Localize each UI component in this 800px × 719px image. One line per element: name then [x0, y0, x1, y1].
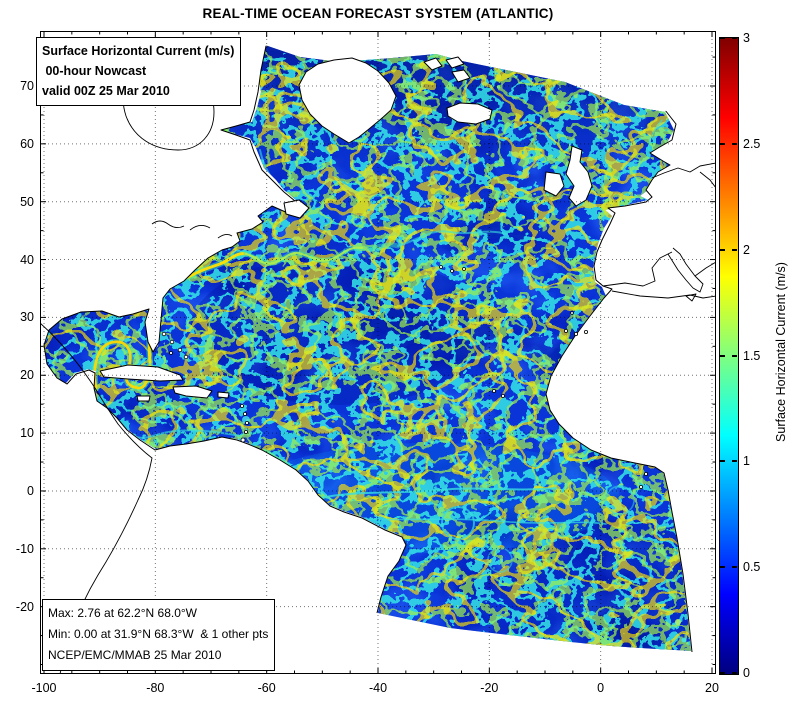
adriatic-line	[694, 262, 715, 277]
colorbar-tick-mark	[732, 142, 737, 145]
colorbar-tick-label: 1	[743, 454, 750, 469]
mediterranean-south-coast	[611, 290, 715, 299]
x-tick-label: -40	[368, 681, 388, 695]
forecast-info-box: Surface Horizontal Current (m/s) 00-hour…	[36, 37, 242, 106]
map-island-svalbard-2	[445, 56, 465, 69]
y-tick-label: 30	[20, 310, 34, 325]
x-tick-label: -60	[257, 681, 276, 695]
map-island-greenland	[298, 57, 397, 144]
colorbar-tick-mark	[720, 248, 725, 251]
x-tick-label: -20	[480, 681, 499, 695]
islands-layer	[99, 56, 649, 489]
baltic-coast-lines	[651, 162, 715, 188]
y-tick-label: 10	[20, 426, 34, 441]
y-tick-label: -20	[15, 599, 34, 614]
mediterranean-north-coast	[602, 251, 673, 287]
x-tick-label: 0	[597, 681, 605, 695]
map-islands-bahamas	[161, 331, 189, 360]
y-tick-label: 70	[20, 79, 34, 93]
x-tick-label: -80	[146, 681, 165, 695]
stats-box: Max: 2.76 at 62.2°N 68.0°W Min: 0.00 at …	[42, 599, 276, 671]
map-island-newfoundland	[283, 199, 310, 219]
x-tick-label: 20	[705, 681, 719, 695]
equatorial-eddy	[441, 506, 475, 540]
map-island-cuba	[99, 364, 184, 382]
map-islands-atlantic-small	[439, 265, 649, 489]
map-coastline-europe-africa	[545, 109, 693, 653]
north-atlantic-current	[397, 230, 507, 247]
info-variable-line: Surface Horizontal Current (m/s)	[42, 44, 235, 58]
map-islands-lesser-antilles	[239, 403, 249, 443]
y-tick-label: 50	[20, 194, 34, 209]
map-island-hispaniola	[172, 385, 213, 399]
colorbar-tick-mark	[732, 37, 737, 39]
domain-bottom-cover	[374, 616, 715, 673]
map-coastline-americas	[43, 45, 407, 614]
ocean-current-map	[41, 32, 715, 673]
map-island-great-britain	[565, 145, 593, 207]
colorbar	[719, 37, 739, 675]
colorbar-tick-mark	[732, 672, 737, 674]
y-tick-label: 20	[20, 368, 34, 383]
colorbar-tick-mark	[720, 354, 725, 357]
colorbar-tick-mark	[720, 37, 725, 39]
map-island-jamaica	[136, 395, 151, 402]
inland-coast-lines	[41, 57, 715, 673]
colorbar-tick-label: 1.5	[743, 348, 761, 363]
guinea-eddy	[605, 485, 635, 515]
equatorial-jet-2	[341, 517, 607, 525]
map-island-puerto-rico	[217, 391, 230, 399]
benguela-hotspot-2	[681, 637, 687, 643]
italy-outline	[667, 247, 704, 293]
colorbar-tick-mark	[720, 142, 725, 145]
caribbean-current	[127, 429, 241, 439]
colorbar-tick-mark	[732, 460, 737, 463]
great-lakes-lines	[151, 220, 233, 239]
norwegian-coastal-current	[648, 119, 663, 156]
y-tick-label: 0	[27, 483, 34, 498]
colorbar-tick-mark	[720, 566, 725, 569]
y-tick-label: -10	[15, 541, 34, 556]
plot-area	[40, 31, 716, 674]
map-land-europe-africa	[546, 110, 715, 658]
x-tick-label: -100	[31, 681, 57, 695]
colorbar-axis-label: Surface Horizontal Current (m/s)	[774, 262, 788, 442]
pacific-coast-line	[41, 323, 153, 673]
colorbar-tick-label: 0	[743, 666, 750, 680]
colorbar-tick-label: 3	[743, 31, 750, 45]
colorbar-tick-mark	[732, 566, 737, 569]
stats-max-line: Max: 2.76 at 62.2°N 68.0°W	[48, 606, 198, 620]
benguela-hotspot-1	[675, 619, 681, 625]
colorbar-tick-label: 2.5	[743, 136, 761, 151]
map-island-svalbard-1	[423, 57, 443, 71]
map-island-svalbard-3	[451, 69, 471, 83]
south-eddy	[487, 547, 513, 573]
y-tick-label: 60	[20, 136, 34, 151]
gulf-stream-extension	[244, 246, 364, 265]
stats-min-line: Min: 0.00 at 31.9°N 68.3°W & 1 other pts	[48, 627, 269, 641]
map-island-iceland	[446, 102, 493, 125]
map-island-ireland	[543, 171, 565, 197]
colorbar-tick-mark	[720, 672, 725, 674]
stats-credit-line: NCEP/EMC/MMAB 25 Mar 2010	[48, 648, 222, 662]
y-tick-label: 40	[20, 252, 34, 267]
colorbar-tick-mark	[720, 460, 725, 463]
colorbar-tick-mark	[732, 248, 737, 251]
colorbar-tick-mark	[732, 354, 737, 357]
colorbar-tick-label: 0.5	[743, 560, 761, 575]
colorbar-tick-label: 2	[743, 242, 750, 257]
figure-title: REAL-TIME OCEAN FORECAST SYSTEM (ATLANTI…	[202, 6, 554, 21]
equatorial-jet-1	[319, 487, 557, 499]
info-valid-time-line: valid 00Z 25 Mar 2010	[42, 84, 170, 98]
info-forecast-line: 00-hour Nowcast	[42, 64, 147, 78]
